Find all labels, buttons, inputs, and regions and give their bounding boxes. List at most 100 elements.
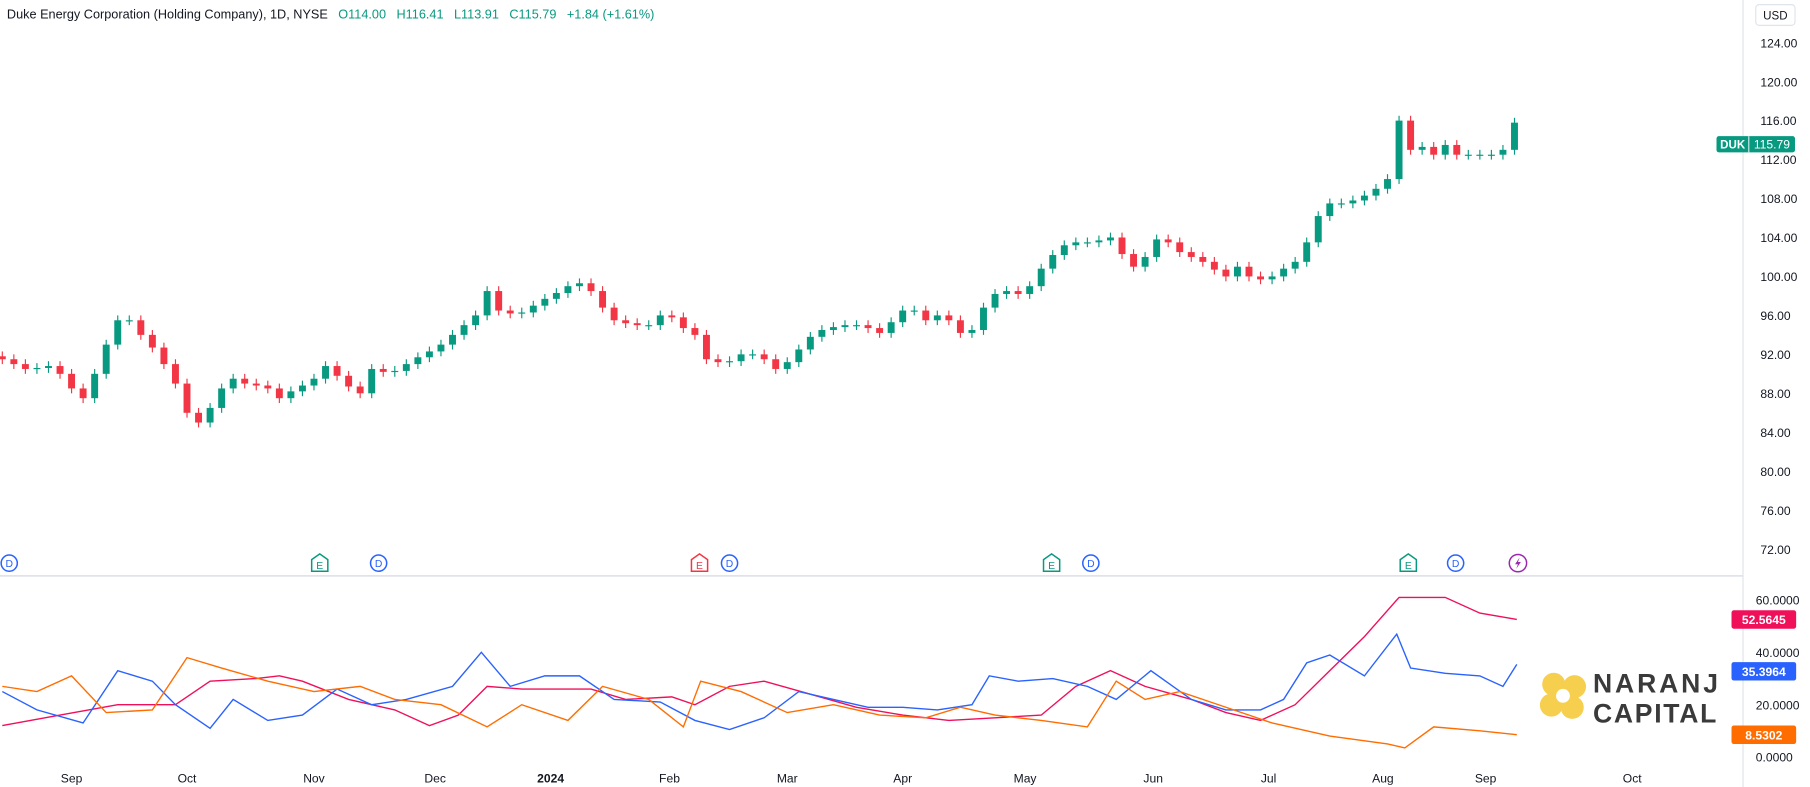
candle [749,349,757,360]
price-axis-label: 84.00 [1760,426,1791,440]
candle [1511,117,1518,155]
candle [1107,232,1114,246]
candle-body [148,334,156,348]
candle-body [1349,200,1357,204]
candle-body [1037,268,1045,287]
candle-body [1407,120,1415,150]
candle-body [310,378,318,386]
candle-body [1176,242,1184,253]
candle-body [968,330,976,333]
candle [379,364,387,377]
candle [79,383,87,404]
candle-body [1337,203,1345,205]
candle-body [772,359,780,369]
candle [1141,252,1149,272]
earnings-icon[interactable]: E [1399,552,1418,572]
candle-body [356,386,364,394]
dividend-circle [0,554,19,572]
candle [368,364,376,399]
price-axis-label: 72.00 [1760,543,1791,557]
candle [483,286,491,321]
lightning-icon[interactable] [1508,553,1528,573]
candle [1291,256,1299,274]
candle [529,300,537,318]
candle [956,315,964,338]
candle-body [1233,266,1241,277]
symbol-title: Duke Energy Corporation (Holding Company… [7,7,328,21]
candle-body [506,310,514,314]
candle [1476,149,1484,160]
time-axis-label: Aug [1372,771,1394,785]
earnings-shape [690,552,709,572]
lightning-glyph [1515,557,1521,569]
candle [1037,263,1045,292]
high-value: H116.41 [396,7,443,21]
dividend-icon[interactable]: D [369,554,388,572]
dividend-circle [1446,554,1465,572]
candle [1430,142,1438,160]
oscillator-axis-label: 0.0000 [1756,751,1793,765]
candle [1453,140,1461,160]
candle [1314,211,1322,248]
candle-body [45,366,52,368]
chart-legend: Duke Energy Corporation (Holding Company… [7,7,654,21]
earnings-shape [310,552,329,572]
candle-body [379,368,387,372]
oscillator-axis-label: 40.0000 [1756,646,1800,660]
candle [1487,149,1495,160]
candle [241,373,249,389]
candle-body [853,325,860,327]
candle-body [414,357,422,365]
earnings-letter: E [1048,561,1055,572]
candle [391,366,399,377]
candle [264,380,272,394]
candle-body [333,366,341,376]
candle-body [21,364,29,369]
price-tag-symbol: DUK [1720,139,1746,151]
candle [702,330,710,365]
close-value: C115.79 [509,7,556,21]
candle [841,320,849,332]
dividend-icon[interactable]: D [1082,554,1100,572]
candle [772,354,780,374]
candle [1268,271,1276,285]
candle [1083,237,1091,248]
candle-body [68,373,76,389]
candle-body [483,291,491,316]
oscillator-pane[interactable] [1,596,1518,749]
candle-body [1314,216,1322,243]
earnings-icon[interactable]: E [1042,552,1061,572]
candle [1176,237,1184,257]
candle-body [137,320,145,335]
candle-body [1210,261,1218,270]
candle-body [783,362,791,369]
candle-body [218,388,226,408]
dividend-circle [720,554,739,572]
last-price-tag: DUK 115.79 [1716,136,1795,153]
oscillator-value-tags: 52.5645 35.3964 8.5302 [1731,610,1797,744]
candle-body [241,378,249,384]
candle-body [899,310,907,323]
candle [945,310,953,326]
dividend-icon[interactable]: D [720,554,739,572]
time-axis-label: Jul [1261,771,1276,785]
dividend-icon[interactable]: D [1446,554,1465,572]
candle [737,349,745,367]
candle [1026,281,1034,299]
candle [1372,183,1380,201]
candle [1095,235,1103,248]
candle [333,361,341,381]
price-pane[interactable] [0,115,1518,428]
candle-body [702,334,710,360]
currency-button[interactable]: USD [1755,4,1796,26]
time-axis-label: Oct [1623,771,1642,785]
candle-body [160,347,168,365]
logo-mark-icon [1539,672,1587,719]
price-axis-label: 76.00 [1760,504,1791,518]
earnings-icon[interactable]: E [310,552,329,572]
candle-body [1245,266,1253,277]
candle-body [552,292,560,299]
dividend-icon[interactable]: D [0,554,19,572]
earnings-icon[interactable]: E [690,552,709,572]
